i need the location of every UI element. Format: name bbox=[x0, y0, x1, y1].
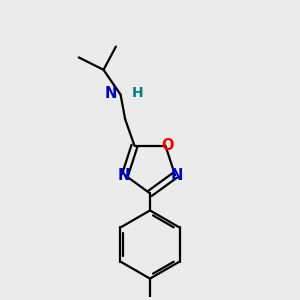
Text: O: O bbox=[161, 138, 173, 153]
Text: N: N bbox=[104, 85, 117, 100]
Text: H: H bbox=[131, 86, 143, 100]
Text: N: N bbox=[117, 168, 130, 183]
Text: N: N bbox=[170, 168, 183, 183]
